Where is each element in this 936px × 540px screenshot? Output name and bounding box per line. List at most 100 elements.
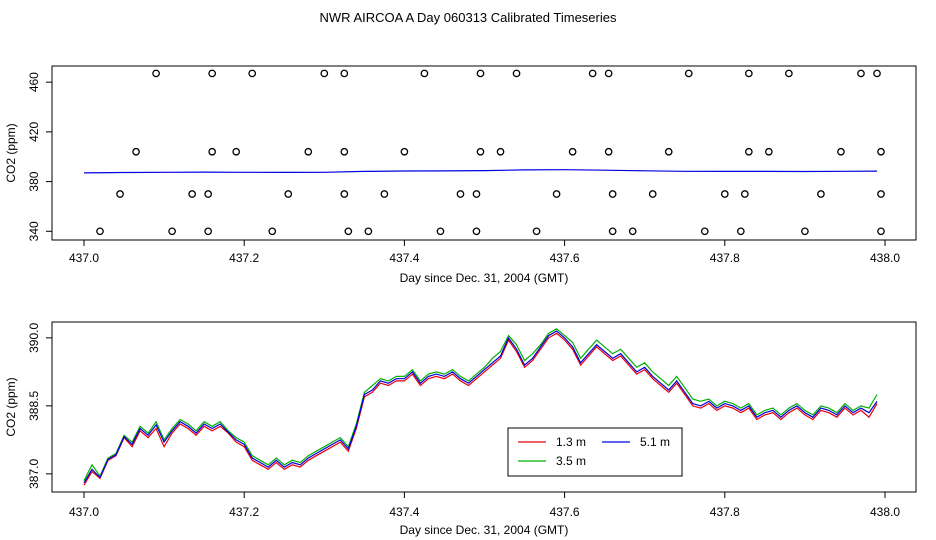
top-x-axis-label: Day since Dec. 31, 2004 (GMT) (400, 271, 569, 285)
bottom-plot-frame (51, 321, 917, 493)
top-y-axis: 340 380 420 460 (27, 72, 52, 241)
top-scatter-point (740, 190, 749, 198)
top-x-tick-label: 438.0 (870, 251, 900, 265)
top-x-axis: 437.0 437.2 437.4 437.6 437.8 438.0 (69, 240, 900, 265)
bottom-x-axis: 437.0 437.2 437.4 437.6 437.8 438.0 (69, 492, 900, 519)
top-scatter-point (664, 147, 673, 156)
top-scatter-point (857, 69, 865, 78)
top-scatter-point (436, 227, 445, 236)
bottom-x-tick-label: 437.2 (229, 505, 259, 519)
top-scatter-point (208, 69, 217, 78)
figure-title: NWR AIRCOA A Day 060313 Calibrated Times… (320, 10, 617, 25)
top-scatter-point (604, 147, 613, 156)
top-scatter-point (420, 69, 429, 78)
bottom-x-tick-label: 437.0 (69, 505, 99, 519)
top-scatter-point (132, 147, 140, 156)
top-scatter-point (304, 147, 313, 156)
bottom-panel: 437.0 437.2 437.4 437.6 437.8 438.0 387.0 388.… (4, 321, 917, 537)
top-scatter-point (208, 147, 217, 156)
top-scatter-point (248, 69, 257, 78)
legend: 1.3 m 3.5 m 5.1 m (507, 427, 683, 477)
top-x-tick-label: 437.4 (389, 251, 419, 265)
top-scatter-point (152, 69, 160, 78)
top-scatter-point (588, 69, 597, 78)
top-scatter-point (873, 69, 881, 78)
top-scatter-point (720, 190, 729, 198)
top-scatter-point (700, 227, 709, 236)
top-x-tick-label: 437.2 (229, 251, 259, 265)
bottom-y-axis-label: CO2 (ppm) (4, 377, 18, 436)
top-plot-marks (83, 69, 885, 236)
top-y-tick-label: 380 (27, 171, 41, 191)
legend-label-5-1m: 5.1 m (640, 435, 670, 449)
top-scatter-point (476, 147, 485, 156)
top-y-axis-label: CO2 (ppm) (4, 123, 18, 182)
top-scatter-point (188, 190, 196, 198)
top-scatter-point (364, 227, 373, 236)
series-line-3-5-m (83, 328, 878, 481)
top-plot-frame (51, 65, 917, 241)
top-panel: 437.0 437.2 437.4 437.6 437.8 438.0 340 380 420… (4, 65, 917, 285)
top-scatter-point (472, 227, 481, 236)
bottom-y-axis: 387.0 388.5 390.0 (27, 323, 52, 489)
top-scatter-point (817, 190, 825, 198)
top-scatter-point (320, 69, 329, 78)
top-scatter-point (877, 190, 885, 198)
bottom-y-tick-label: 390.0 (27, 323, 41, 353)
top-scatter-point (744, 147, 753, 156)
top-scatter-point (801, 227, 809, 236)
top-scatter-point (204, 227, 213, 236)
series-line-5-1-m (83, 330, 878, 484)
top-series-line (83, 169, 878, 174)
top-scatter-point (340, 69, 349, 78)
top-scatter-point (765, 147, 773, 156)
top-scatter-point (96, 227, 104, 236)
top-x-tick-label: 437.0 (69, 251, 99, 265)
top-x-tick-label: 437.6 (550, 251, 580, 265)
bottom-x-tick-label: 437.6 (550, 505, 580, 519)
top-scatter-point (532, 227, 541, 236)
top-scatter-point (877, 227, 885, 236)
top-scatter-point (344, 227, 353, 236)
top-scatter-point (472, 190, 481, 198)
top-scatter-point (284, 190, 293, 198)
bottom-x-tick-label: 437.4 (389, 505, 419, 519)
top-scatter-point (116, 190, 124, 198)
top-scatter-point (204, 190, 213, 198)
top-scatter-point (168, 227, 176, 236)
top-scatter-point (877, 147, 885, 156)
top-y-tick-label: 460 (27, 72, 41, 92)
legend-box (507, 427, 683, 477)
top-scatter-point (268, 227, 277, 236)
top-scatter-point (736, 227, 745, 236)
top-scatter-point (552, 190, 561, 198)
top-y-tick-label: 340 (27, 221, 41, 241)
top-scatter-point (684, 69, 693, 78)
top-scatter-point (340, 190, 349, 198)
top-scatter-point (568, 147, 577, 156)
top-scatter-point (785, 69, 793, 78)
top-scatter-point (456, 190, 465, 198)
bottom-y-tick-label: 387.0 (27, 459, 41, 489)
bottom-x-tick-label: 437.8 (710, 505, 740, 519)
top-scatter-point (608, 190, 617, 198)
series-line-1-3-m (83, 332, 878, 486)
bottom-plot-marks (83, 328, 878, 486)
top-scatter-point (648, 190, 657, 198)
top-scatter-point (380, 190, 389, 198)
legend-label-1-3m: 1.3 m (556, 435, 586, 449)
top-scatter-point (628, 227, 637, 236)
top-scatter-point (608, 227, 617, 236)
top-scatter-point (476, 69, 485, 78)
bottom-y-tick-label: 388.5 (27, 391, 41, 421)
top-scatter-point (744, 69, 753, 78)
legend-label-3-5m: 3.5 m (556, 454, 586, 468)
top-scatter-point (232, 147, 241, 156)
top-scatter-point (604, 69, 613, 78)
top-scatter-point (400, 147, 409, 156)
top-scatter-point (340, 147, 349, 156)
top-x-tick-label: 437.8 (710, 251, 740, 265)
top-scatter-point (512, 69, 521, 78)
top-scatter-point (837, 147, 845, 156)
